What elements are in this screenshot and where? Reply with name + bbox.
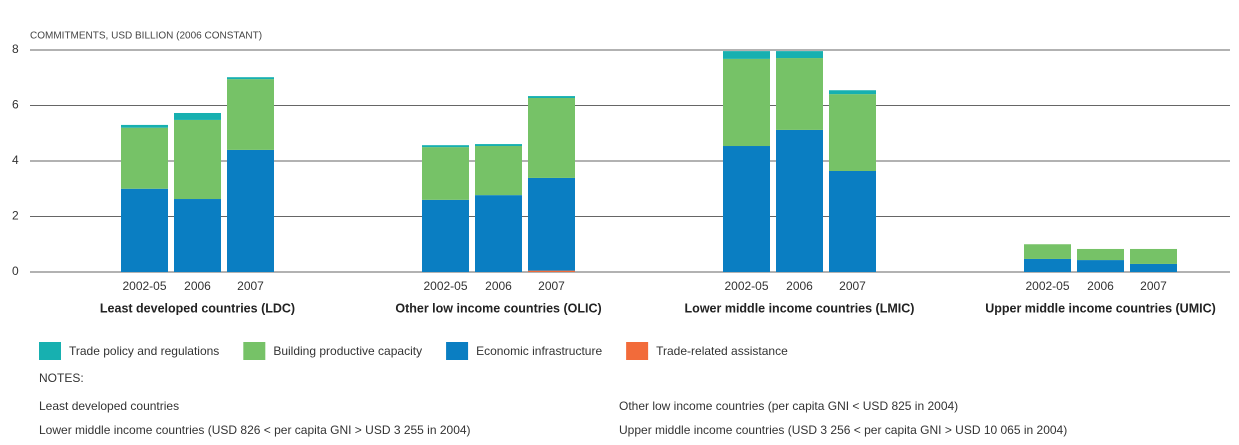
x-tick-label: 2007	[1140, 279, 1167, 293]
bar-segment	[174, 112, 221, 120]
bar-segment	[528, 270, 575, 272]
bar-segment	[723, 146, 770, 272]
legend-label: Trade policy and regulations	[69, 344, 219, 358]
bar-segment	[227, 77, 274, 80]
bar-segment	[121, 188, 168, 272]
x-tick-label: 2007	[237, 279, 264, 293]
x-tick-label: 2002-05	[423, 279, 467, 293]
x-tick-label: 2007	[538, 279, 565, 293]
bar-segment	[174, 119, 221, 200]
bar-segment	[528, 98, 575, 178]
y-tick-label: 2	[12, 209, 19, 223]
x-tick-label: 2002-05	[724, 279, 768, 293]
note: Upper middle income countries (USD 3 256…	[619, 423, 1067, 437]
bar-segment	[174, 199, 221, 272]
x-tick-label: 2007	[839, 279, 866, 293]
x-tick-label: 2002-05	[1025, 279, 1069, 293]
group-label: Upper middle income countries (UMIC)	[985, 301, 1216, 315]
bar-segment	[121, 124, 168, 128]
bar-segment	[829, 94, 876, 171]
x-tick-label: 2006	[786, 279, 813, 293]
x-tick-label: 2006	[184, 279, 211, 293]
y-axis-label: COMMITMENTS, USD BILLION (2006 CONSTANT)	[30, 31, 262, 42]
y-tick-label: 6	[12, 98, 19, 112]
bar-segment	[1024, 258, 1071, 272]
group-label: Other low income countries (OLIC)	[395, 301, 601, 315]
bar-segment	[475, 146, 522, 196]
bar-segment	[422, 147, 469, 200]
bar-segment	[776, 51, 823, 59]
bar-segment	[1077, 248, 1124, 261]
legend-swatch	[39, 342, 61, 360]
y-tick-label: 4	[12, 153, 19, 167]
legend-label: Economic infrastructure	[476, 344, 602, 358]
legend-label: Building productive capacity	[273, 344, 422, 358]
x-tick-label: 2002-05	[122, 279, 166, 293]
bar-segment	[227, 149, 274, 272]
group-label: Least developed countries (LDC)	[100, 301, 295, 315]
notes-heading: NOTES:	[39, 371, 84, 385]
y-tick-label: 8	[12, 42, 19, 56]
bar-segment	[528, 96, 575, 99]
group-label: Lower middle income countries (LMIC)	[685, 301, 915, 315]
bar-segment	[475, 144, 522, 147]
bar-segment	[121, 127, 168, 189]
bar-segment	[528, 177, 575, 271]
bar-segment	[475, 195, 522, 272]
bar-segment	[723, 58, 770, 147]
bar-segment	[723, 51, 770, 59]
legend-label: Trade-related assistance	[656, 344, 788, 358]
y-tick-label: 0	[12, 264, 19, 278]
legend-swatch	[243, 342, 266, 360]
bar-segment	[422, 145, 469, 148]
bar-segment	[422, 199, 469, 272]
x-tick-label: 2006	[485, 279, 512, 293]
bar-segment	[1077, 260, 1124, 272]
bar-segment	[829, 90, 876, 95]
legend-swatch	[446, 342, 469, 360]
x-tick-label: 2006	[1087, 279, 1114, 293]
bar-segment	[1130, 263, 1177, 272]
bar-segment	[776, 129, 823, 272]
note: Least developed countries	[39, 399, 179, 413]
bar-segment	[1024, 244, 1071, 259]
bar-segment	[227, 79, 274, 150]
bar-segment	[829, 170, 876, 272]
bar-segment	[776, 58, 823, 130]
legend-swatch	[626, 342, 649, 360]
note: Lower middle income countries (USD 826 <…	[39, 423, 471, 437]
bar-segment	[1130, 248, 1177, 264]
note: Other low income countries (per capita G…	[619, 399, 958, 413]
